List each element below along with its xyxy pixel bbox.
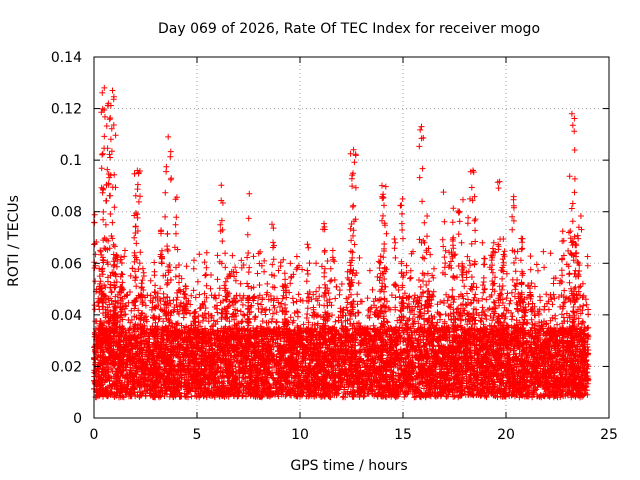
roti-point-markers (91, 84, 592, 401)
y-tick-label: 0.04 (51, 308, 82, 324)
x-tick-label: 20 (497, 427, 515, 443)
x-tick-label: 0 (90, 427, 99, 443)
y-tick-label: 0 (73, 411, 82, 427)
y-tick-label: 0.08 (51, 205, 82, 221)
tick-labels: 0 5 10 15 20 25 0 0.02 0.04 0.06 0.08 0.1 0.12 0.14 (51, 50, 618, 443)
y-tick-label: 0.06 (51, 256, 82, 272)
y-tick-label: 0.12 (51, 102, 82, 118)
x-axis-label: GPS time / hours (290, 458, 407, 474)
y-tick-label: 0.14 (51, 50, 82, 66)
x-tick-label: 5 (193, 427, 202, 443)
axis-ticks (93, 56, 610, 419)
data-points (91, 84, 592, 401)
y-tick-label: 0.02 (51, 359, 82, 375)
x-tick-label: 25 (600, 427, 618, 443)
y-axis-label: ROTI / TECUs (6, 195, 22, 287)
y-tick-label: 0.1 (60, 153, 82, 169)
x-tick-label: 15 (394, 427, 412, 443)
plot-frame (93, 56, 610, 419)
x-tick-label: 10 (291, 427, 309, 443)
chart-title: Day 069 of 2026, Rate Of TEC Index for r… (158, 21, 540, 37)
